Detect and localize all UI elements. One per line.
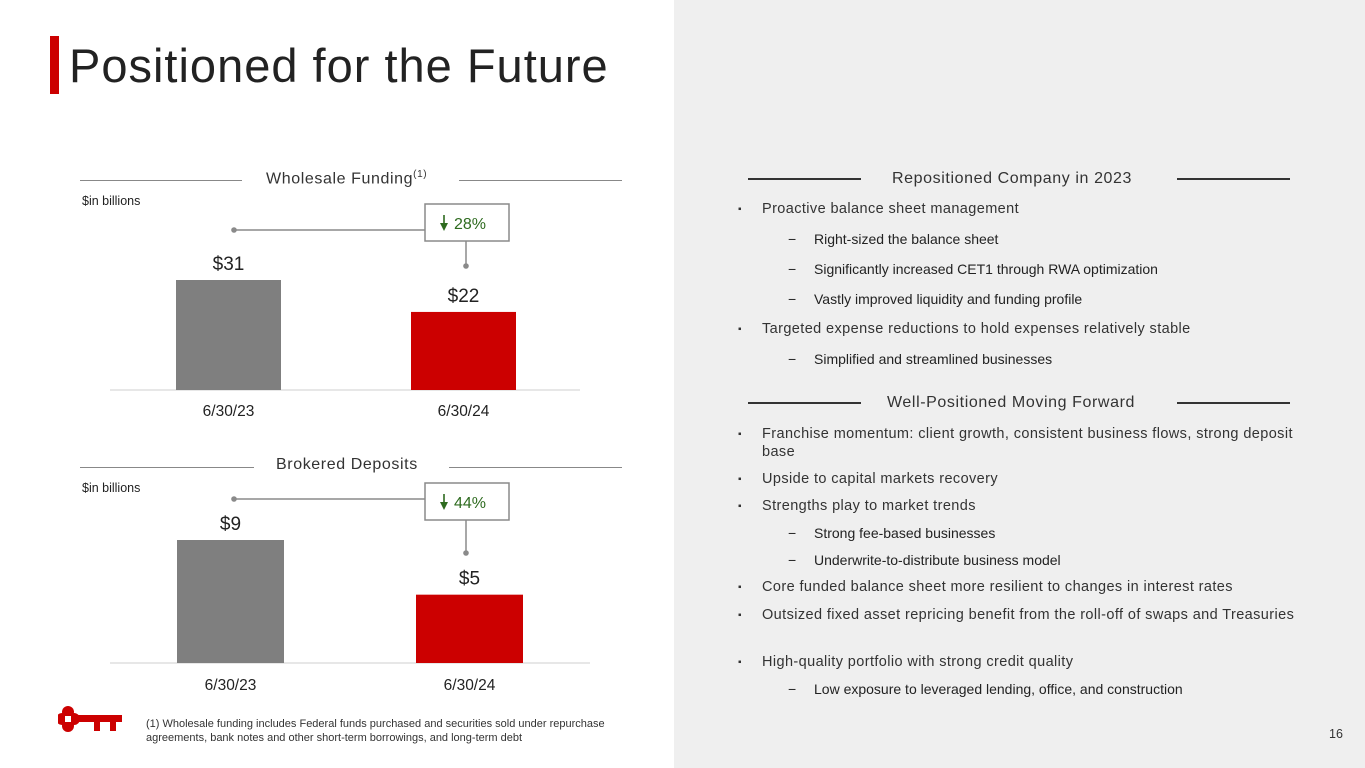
bullet-item: ▪ Franchise momentum: client growth, cons… bbox=[738, 425, 1298, 461]
bullet-text: Vastly improved liquidity and funding pr… bbox=[814, 291, 1083, 307]
chart1-title-text: Wholesale Funding bbox=[266, 170, 414, 188]
brokered-deposits-chart: $9 6/30/23 $5 6/30/24 44% bbox=[110, 482, 590, 694]
x-tick-label: 6/30/24 bbox=[444, 677, 496, 694]
square-bullet-icon: ▪ bbox=[738, 501, 742, 512]
dash-icon: − bbox=[788, 351, 797, 367]
wholesale-funding-chart: $31 6/30/23 $22 6/30/24 28% bbox=[110, 203, 580, 420]
bar-6-30-24 bbox=[411, 311, 516, 390]
change-percent: 44% bbox=[454, 495, 486, 512]
connector-dot-end bbox=[463, 550, 469, 556]
chart2-header-rule-left bbox=[80, 467, 254, 468]
square-bullet-icon: ▪ bbox=[738, 582, 742, 593]
bullet-text: Simplified and streamlined businesses bbox=[814, 351, 1053, 367]
section1-rule-right bbox=[1177, 178, 1290, 180]
chart1-unit-label: $in billions bbox=[82, 194, 141, 208]
bar-6-30-23 bbox=[177, 540, 284, 663]
chart2-unit-label: $in billions bbox=[82, 481, 141, 495]
sub-bullet-item: − Low exposure to leveraged lending, offi… bbox=[738, 680, 1298, 698]
square-bullet-icon: ▪ bbox=[738, 429, 742, 440]
sub-bullet-item: − Right-sized the balance sheet bbox=[738, 230, 1298, 248]
bullet-text: Core funded balance sheet more resilient… bbox=[762, 579, 1233, 595]
bullet-item: ▪ Upside to capital markets recovery bbox=[738, 470, 1298, 488]
bullet-item: ▪ Core funded balance sheet more resilien… bbox=[738, 578, 1298, 596]
dash-icon: − bbox=[788, 261, 797, 277]
sub-bullet-item: − Significantly increased CET1 through RW… bbox=[738, 260, 1298, 278]
connector-dot-end bbox=[463, 263, 469, 269]
section2-rule-right bbox=[1177, 402, 1290, 404]
bullet-text: Franchise momentum: client growth, consi… bbox=[762, 426, 1293, 460]
section1-rule-left bbox=[748, 178, 861, 180]
change-badge bbox=[424, 482, 510, 521]
chart1-header-rule-left bbox=[80, 180, 242, 181]
x-tick-label: 6/30/24 bbox=[438, 403, 490, 420]
chart1-title-footnote-mark: (1) bbox=[413, 169, 428, 180]
bullet-text: Strengths play to market trends bbox=[762, 498, 976, 514]
dash-icon: − bbox=[788, 231, 797, 247]
bullet-item: ▪ High-quality portfolio with strong cred… bbox=[738, 653, 1298, 671]
dash-icon: − bbox=[788, 291, 797, 307]
right-panel bbox=[674, 0, 1365, 768]
chart2-title: Brokered Deposits bbox=[276, 456, 418, 473]
bar-data-label: $9 bbox=[220, 514, 241, 535]
square-bullet-icon: ▪ bbox=[738, 324, 742, 335]
chart1-title: Wholesale Funding(1) bbox=[266, 169, 427, 188]
bar-6-30-24 bbox=[416, 594, 523, 663]
chart2-header-rule-right bbox=[449, 467, 622, 468]
bar-6-30-23 bbox=[176, 280, 281, 390]
square-bullet-icon: ▪ bbox=[738, 610, 742, 621]
bullet-text: Targeted expense reductions to hold expe… bbox=[762, 321, 1191, 337]
bar-data-label: $31 bbox=[213, 254, 245, 275]
bullet-text: Right-sized the balance sheet bbox=[814, 231, 999, 247]
bullet-item: ▪ Proactive balance sheet management bbox=[738, 200, 1298, 218]
bullet-text: Upside to capital markets recovery bbox=[762, 471, 999, 487]
bullet-item: ▪ Targeted expense reductions to hold exp… bbox=[738, 320, 1298, 338]
bullet-text: High-quality portfolio with strong credi… bbox=[762, 654, 1074, 670]
dash-icon: − bbox=[788, 681, 797, 697]
page-number: 16 bbox=[1329, 727, 1343, 741]
down-arrow-head-icon bbox=[440, 223, 448, 231]
bullet-text: Outsized fixed asset repricing benefit f… bbox=[762, 607, 1295, 623]
section2-rule-left bbox=[748, 402, 861, 404]
footnote: (1) Wholesale funding includes Federal f… bbox=[146, 718, 605, 744]
bullet-text: Significantly increased CET1 through RWA… bbox=[814, 261, 1158, 277]
dash-icon: − bbox=[788, 552, 797, 568]
chart1-header-rule-right bbox=[459, 180, 622, 181]
sub-bullet-item: − Simplified and streamlined businesses bbox=[738, 350, 1298, 368]
bullet-item: ▪ Outsized fixed asset repricing benefit … bbox=[738, 606, 1298, 624]
change-percent: 28% bbox=[454, 216, 486, 233]
bar-data-label: $5 bbox=[459, 569, 480, 590]
bullet-text: Strong fee-based businesses bbox=[814, 525, 996, 541]
down-arrow-head-icon bbox=[440, 502, 448, 510]
sub-bullet-item: − Underwrite-to-distribute business model bbox=[738, 551, 1298, 569]
x-tick-label: 6/30/23 bbox=[205, 677, 257, 694]
bullet-text: Proactive balance sheet management bbox=[762, 201, 1020, 217]
sub-bullet-item: − Strong fee-based businesses bbox=[738, 524, 1298, 542]
square-bullet-icon: ▪ bbox=[738, 474, 742, 485]
bullet-item: ▪ Strengths play to market trends bbox=[738, 497, 1298, 515]
key-logo-icon bbox=[58, 706, 122, 732]
page-title: Positioned for the Future bbox=[69, 39, 609, 92]
change-badge bbox=[424, 203, 510, 242]
title-accent-bar bbox=[50, 36, 59, 94]
square-bullet-icon: ▪ bbox=[738, 204, 742, 215]
sub-bullet-item: − Vastly improved liquidity and funding p… bbox=[738, 290, 1298, 308]
dash-icon: − bbox=[788, 525, 797, 541]
bullet-text: Low exposure to leveraged lending, offic… bbox=[814, 681, 1183, 697]
section1-heading: Repositioned Company in 2023 bbox=[892, 170, 1133, 187]
x-tick-label: 6/30/23 bbox=[203, 403, 255, 420]
section2-heading: Well-Positioned Moving Forward bbox=[887, 394, 1136, 411]
bullet-text: Underwrite-to-distribute business model bbox=[814, 552, 1061, 568]
square-bullet-icon: ▪ bbox=[738, 657, 742, 668]
bar-data-label: $22 bbox=[448, 286, 480, 307]
